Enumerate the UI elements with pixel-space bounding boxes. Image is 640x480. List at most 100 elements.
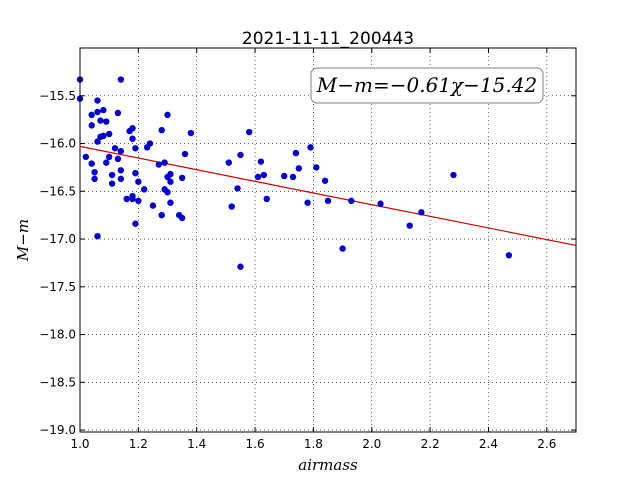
data-point xyxy=(295,165,303,172)
data-points xyxy=(76,76,513,270)
data-point xyxy=(100,132,107,140)
y-tick-label: −15.5 xyxy=(39,89,76,103)
data-point xyxy=(187,129,195,137)
data-point xyxy=(237,263,244,270)
data-point xyxy=(225,159,232,166)
data-point xyxy=(158,211,165,219)
data-point xyxy=(94,97,101,104)
data-point xyxy=(281,172,288,180)
data-point xyxy=(129,125,136,132)
data-point xyxy=(260,171,268,179)
data-point xyxy=(324,197,332,205)
x-tick-label: 1.6 xyxy=(246,437,265,451)
data-point xyxy=(289,173,297,181)
data-point xyxy=(167,170,174,178)
data-point xyxy=(307,144,314,151)
data-point xyxy=(111,145,119,152)
data-point xyxy=(117,147,125,155)
data-point xyxy=(135,178,142,185)
data-point xyxy=(129,135,136,142)
data-point xyxy=(132,169,139,177)
data-point xyxy=(97,117,104,124)
data-point xyxy=(158,126,165,134)
x-tick-label: 2.0 xyxy=(362,437,381,451)
data-point xyxy=(450,171,457,179)
data-point xyxy=(82,153,90,161)
data-point xyxy=(117,175,125,183)
x-axis-label: airmass xyxy=(298,456,358,474)
data-point xyxy=(246,128,253,136)
data-point xyxy=(237,151,244,159)
data-point xyxy=(304,199,311,206)
data-point xyxy=(140,186,148,193)
chart-title: 2021-11-11_200443 xyxy=(242,29,414,49)
equation-annotation: M−m=−0.61χ−15.42 xyxy=(310,67,544,104)
data-point xyxy=(418,209,425,216)
data-point xyxy=(167,178,174,185)
data-point xyxy=(178,214,186,222)
data-point xyxy=(339,245,346,252)
data-point xyxy=(132,145,139,152)
grid xyxy=(79,48,576,432)
data-point xyxy=(94,138,101,145)
data-point xyxy=(114,109,122,117)
data-point xyxy=(123,195,130,203)
data-point xyxy=(181,150,189,158)
annotation-box xyxy=(310,67,544,104)
data-point xyxy=(313,164,320,171)
data-point xyxy=(263,195,270,203)
data-point xyxy=(94,232,101,240)
axis-ticks: 1.0 1.2 1.4 1.6 1.8 2.0 2.2 2.4 2.6 −15.5 −16.0 −16… xyxy=(39,48,576,451)
y-tick-label: −18.5 xyxy=(39,375,76,389)
data-point xyxy=(257,158,265,165)
data-point xyxy=(406,222,413,229)
x-tick-label: 1.2 xyxy=(129,437,148,451)
plot-frame xyxy=(79,47,577,433)
x-tick-label: 2.6 xyxy=(537,437,556,451)
data-point xyxy=(292,149,300,157)
data-point xyxy=(254,173,262,181)
data-point xyxy=(178,174,186,182)
data-point xyxy=(321,177,329,184)
data-point xyxy=(108,180,116,187)
data-point xyxy=(164,111,171,119)
data-point xyxy=(167,199,174,206)
y-tick-label: −16.0 xyxy=(39,137,76,151)
data-point xyxy=(505,252,513,259)
annotation-text: M−m=−0.61χ−15.42 xyxy=(316,73,537,97)
x-tick-label: 1.0 xyxy=(70,437,89,451)
data-point xyxy=(108,171,116,179)
y-tick-label: −17.5 xyxy=(39,280,76,294)
data-point xyxy=(348,197,355,205)
data-point xyxy=(91,168,98,176)
data-point xyxy=(155,161,162,168)
data-point xyxy=(129,195,136,203)
data-point xyxy=(164,189,171,196)
data-point xyxy=(94,108,101,116)
y-tick-label: −19.0 xyxy=(39,423,76,437)
x-tick-label: 1.8 xyxy=(304,437,323,451)
x-tick-label: 1.4 xyxy=(187,437,206,451)
data-point xyxy=(377,200,384,207)
data-point xyxy=(103,159,110,166)
data-point xyxy=(234,185,241,192)
data-point xyxy=(114,155,122,163)
x-tick-label: 2.4 xyxy=(479,437,498,451)
y-tick-label: −17.0 xyxy=(39,232,76,246)
data-point xyxy=(88,160,95,167)
y-tick-label: −18.0 xyxy=(39,328,76,342)
x-tick-label: 2.2 xyxy=(421,437,440,451)
data-point xyxy=(91,175,98,183)
data-point xyxy=(161,159,168,166)
data-point xyxy=(117,167,125,174)
data-point xyxy=(88,111,95,119)
data-point xyxy=(88,122,95,129)
data-point xyxy=(132,220,139,227)
data-point xyxy=(117,76,125,83)
data-point xyxy=(146,140,154,147)
data-point xyxy=(105,153,113,161)
data-point xyxy=(105,130,113,138)
y-tick-label: −16.5 xyxy=(39,184,76,198)
y-axis-label: M−m xyxy=(14,219,32,262)
